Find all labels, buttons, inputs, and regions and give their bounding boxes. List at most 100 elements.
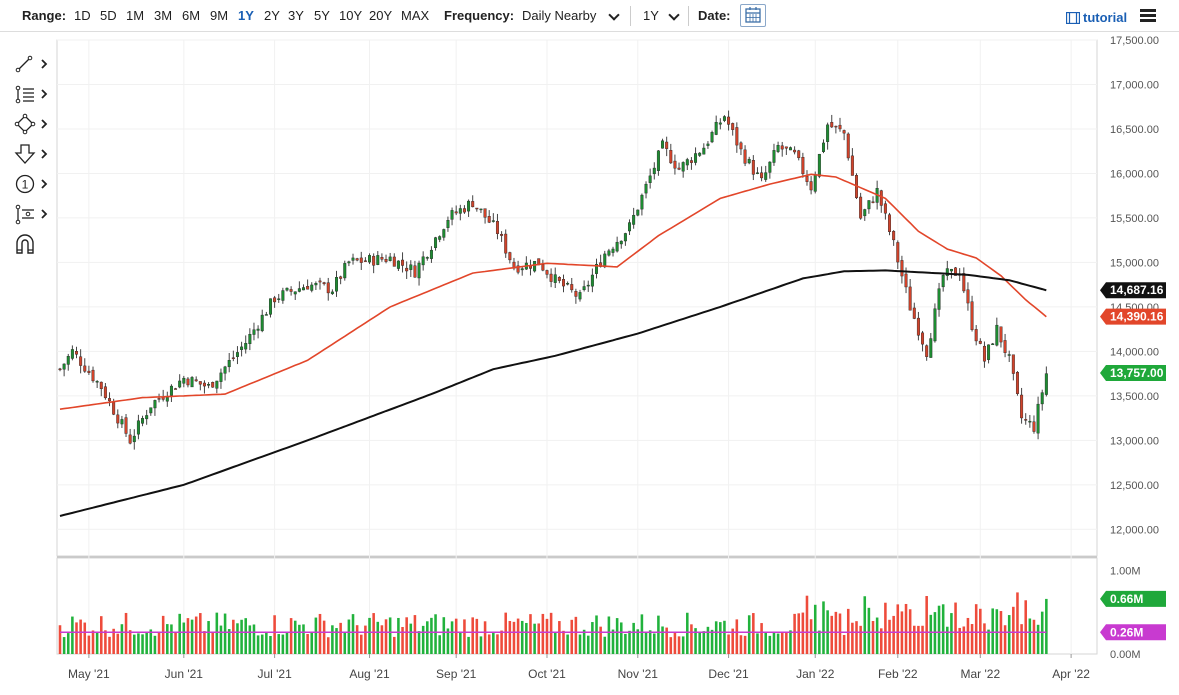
volume-bar — [219, 625, 223, 654]
magnet-tool[interactable] — [14, 232, 52, 256]
candle-body — [240, 346, 244, 350]
candle-body — [186, 378, 190, 386]
frequency-chevron-down-icon[interactable] — [608, 9, 620, 21]
range-option-max[interactable]: MAX — [401, 8, 430, 23]
price-pane-frame — [56, 39, 1098, 557]
volume-bar — [694, 628, 697, 654]
trendline-tool[interactable] — [14, 52, 52, 76]
x-tick-label: Sep '21 — [436, 667, 477, 681]
tutorial-link[interactable]: tutorial — [1083, 10, 1128, 25]
candle-body — [826, 124, 830, 142]
candle-body — [772, 150, 776, 163]
candle-body — [293, 291, 297, 295]
candle-body — [921, 332, 925, 345]
range-option-5d[interactable]: 5D — [100, 8, 117, 23]
candle-body — [722, 116, 726, 121]
frequency-select[interactable]: Daily Nearby — [522, 8, 597, 23]
range-option-1m[interactable]: 1M — [126, 8, 145, 23]
fibonacci-tool[interactable] — [14, 82, 52, 106]
candle-body — [817, 153, 821, 177]
candle-body — [442, 229, 446, 238]
volume-bar — [483, 621, 487, 654]
last-price-tag-bg — [1100, 282, 1166, 299]
shapes-tool[interactable] — [14, 112, 52, 136]
volume-bar — [508, 620, 512, 654]
candle-body — [83, 365, 87, 372]
price-tick-label: 13,000.00 — [1110, 435, 1159, 447]
candle-body — [714, 121, 718, 135]
volume-bar — [421, 625, 425, 654]
volume-bar — [888, 619, 891, 654]
candle-body — [520, 268, 524, 271]
candle-body — [838, 124, 842, 130]
hamburger-menu-icon[interactable] — [1140, 9, 1156, 23]
volume-bar — [310, 632, 314, 654]
period-chevron-down-icon[interactable] — [668, 9, 680, 21]
candle-body — [368, 255, 372, 263]
range-option-6m[interactable]: 6M — [182, 8, 201, 23]
volume-bar — [946, 626, 949, 654]
volume-bar — [913, 625, 916, 654]
volume-bar — [434, 614, 437, 654]
candle-body — [982, 345, 986, 362]
volume-bar — [475, 618, 479, 654]
candle-body — [281, 290, 285, 301]
volume-bar — [256, 635, 260, 654]
volume-bar — [731, 628, 734, 654]
volume-bar — [426, 621, 429, 654]
volume-bar — [529, 614, 532, 654]
candle-body — [735, 127, 739, 146]
price-tick-label: 16,000.00 — [1110, 168, 1159, 180]
volume-bar — [298, 624, 301, 654]
x-tick-label: Jul '21 — [257, 667, 292, 681]
range-option-5y[interactable]: 5Y — [314, 8, 330, 23]
period-select[interactable]: 1Y — [643, 8, 659, 23]
range-option-20y[interactable]: 20Y — [369, 8, 393, 23]
range-option-1y[interactable]: 1Y — [238, 8, 254, 23]
range-option-3y[interactable]: 3Y — [288, 8, 304, 23]
candle-body — [458, 208, 462, 214]
range-option-9m[interactable]: 9M — [210, 8, 229, 23]
volume-bar — [496, 634, 499, 654]
volume-bar — [719, 622, 722, 654]
candle-body — [776, 145, 780, 152]
volume-bar — [797, 613, 801, 654]
volume-bar — [104, 630, 107, 654]
magnet-icon — [16, 234, 34, 254]
range-option-2y[interactable]: 2Y — [264, 8, 280, 23]
volume-bar — [1003, 625, 1007, 654]
volume-bar — [591, 622, 594, 654]
range-option-10y[interactable]: 10Y — [339, 8, 363, 23]
date-picker-button[interactable] — [740, 4, 766, 27]
volume-bar — [801, 612, 805, 654]
annotation-tool[interactable] — [14, 142, 52, 166]
candle-body — [516, 265, 520, 273]
range-option-3m[interactable]: 3M — [154, 8, 173, 23]
volume-bar — [335, 628, 338, 654]
fib-lines-icon — [15, 85, 48, 104]
measure-tool[interactable] — [14, 202, 52, 226]
volume-bar — [640, 614, 644, 654]
numbered-marker-tool[interactable]: 1 — [14, 172, 52, 196]
last-price-tag: 13,757.00 — [1110, 366, 1164, 380]
volume-bar — [644, 632, 648, 654]
volume-bar — [904, 603, 908, 654]
candle-body — [603, 253, 607, 268]
candle-body — [120, 419, 124, 425]
volume-bar — [566, 634, 569, 654]
candle-body — [491, 220, 495, 222]
candle-body — [879, 190, 883, 206]
volume-bar — [987, 629, 990, 654]
candle-body — [628, 222, 632, 232]
candle-body — [388, 256, 392, 261]
volume-bar — [1024, 600, 1027, 654]
volume-bar — [979, 608, 982, 654]
volume-bar — [75, 622, 78, 654]
volume-bar — [248, 625, 252, 654]
volume-bar — [937, 605, 941, 654]
volume-bar — [871, 621, 875, 654]
film-icon[interactable] — [1066, 12, 1080, 24]
range-option-1d[interactable]: 1D — [74, 8, 91, 23]
volume-bar — [99, 616, 103, 654]
